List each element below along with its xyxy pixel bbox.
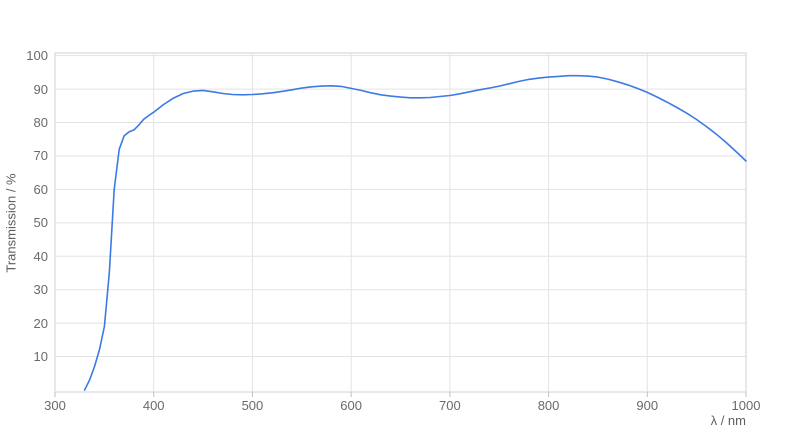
x-tick-label: 700 xyxy=(438,398,461,413)
y-tick-label: 90 xyxy=(33,81,48,97)
y-tick-label: 40 xyxy=(33,248,48,264)
x-tick-label: 300 xyxy=(44,398,66,413)
plot-border xyxy=(54,52,747,393)
y-tick-label: 50 xyxy=(33,215,48,231)
x-tick-label: 1000 xyxy=(731,398,761,413)
x-tick-label: 800 xyxy=(537,398,560,413)
x-tick-label: 900 xyxy=(636,398,659,413)
y-tick-label: 100 xyxy=(26,48,48,64)
y-tick-label: 80 xyxy=(33,115,48,131)
y-tick-label: 20 xyxy=(33,315,48,331)
y-tick-label: 60 xyxy=(33,181,48,197)
y-tick-label: 30 xyxy=(33,282,48,298)
transmission-curve xyxy=(83,74,747,391)
x-tick-label: 400 xyxy=(142,398,165,413)
y-tick-label: 10 xyxy=(33,349,48,365)
x-axis-title: λ / nm xyxy=(710,413,746,428)
y-tick-label: 70 xyxy=(33,148,48,164)
x-tick-label: 500 xyxy=(241,398,264,413)
x-tick-label: 600 xyxy=(340,398,362,413)
